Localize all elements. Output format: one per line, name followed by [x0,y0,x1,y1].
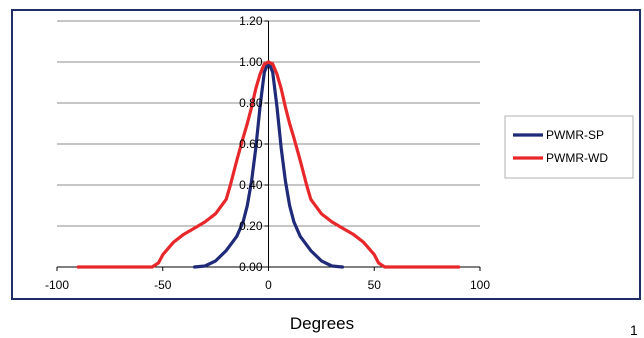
legend-box [504,115,634,179]
x-tick-label: -50 [154,278,172,292]
x-tick-label: 0 [265,278,272,292]
y-tick-label: 0.40 [239,178,263,192]
y-tick-label: 0.80 [239,96,263,110]
x-tick-label: 50 [368,278,382,292]
x-tick-label: 100 [470,278,490,292]
y-tick-label: 1.20 [239,14,263,28]
legend-label: PWMR-WD [546,151,608,165]
series-line-pwmr-wd [76,60,461,269]
x-tick-label: -100 [45,278,69,292]
legend-label: PWMR-SP [546,128,604,142]
y-tick-label: 0.00 [239,260,263,274]
page-number: 1 [630,322,638,338]
y-tick-label: 1.00 [239,55,263,69]
x-axis-label: Degrees [289,314,355,333]
y-tick-label: 0.60 [239,137,263,151]
series-lines [76,60,461,269]
legend: PWMR-SP PWMR-WD [504,115,634,179]
y-tick-label: 0.20 [239,219,263,233]
tick-labels: 0.00 0.20 0.40 0.60 0.80 1.00 1.20 -100 -50 0 50 10… [45,14,490,292]
axes [56,20,481,271]
